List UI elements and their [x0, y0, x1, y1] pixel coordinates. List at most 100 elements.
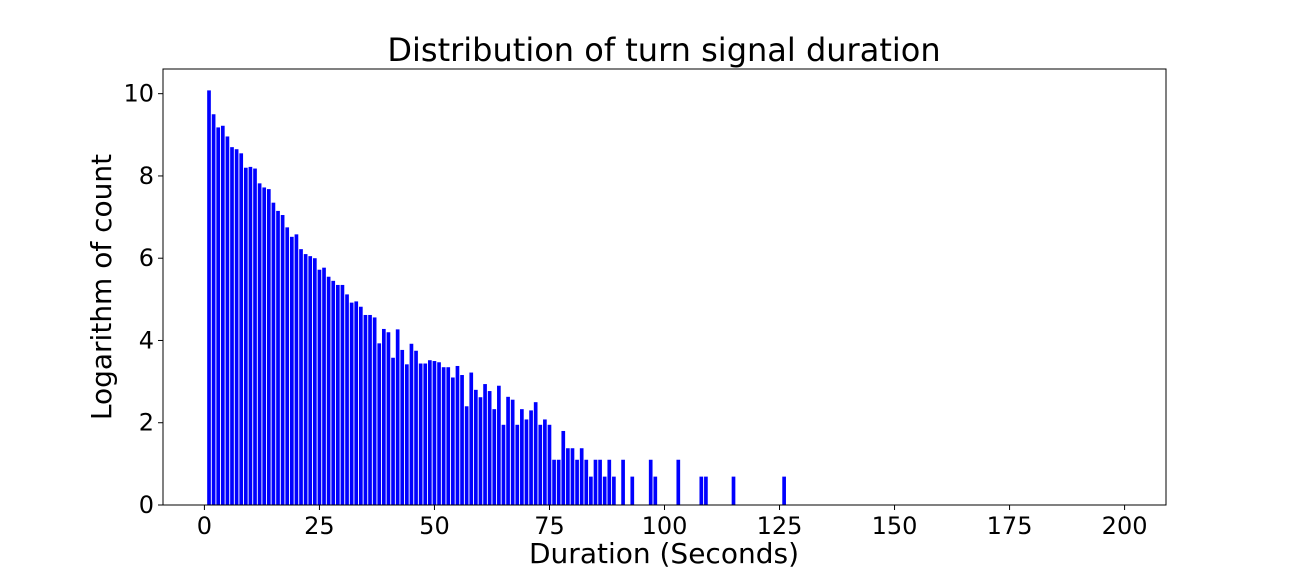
bar-43: [400, 349, 405, 505]
bar-69: [520, 409, 524, 505]
bar-62: [487, 391, 492, 505]
bar-32: [349, 302, 354, 505]
bar-103: [676, 459, 681, 505]
bar-60: [478, 397, 483, 505]
x-tick-label-25: 25: [304, 512, 335, 540]
bar-56: [460, 375, 464, 505]
x-axis: 0 25 50 75 100 125 150 175 200: [197, 505, 1148, 540]
x-tick-label-175: 175: [987, 512, 1033, 540]
x-tick-label-125: 125: [757, 512, 803, 540]
bar-39: [382, 328, 386, 505]
bar-26: [322, 267, 326, 505]
bar-66: [506, 396, 510, 505]
bar-6: [230, 147, 234, 505]
bar-21: [299, 249, 303, 505]
bar-63: [492, 409, 497, 505]
bar-47: [418, 363, 423, 505]
bar-30: [340, 284, 345, 505]
bar-44: [405, 364, 409, 505]
bar-52: [441, 367, 446, 505]
y-tick-label-8: 8: [139, 162, 154, 190]
bar-16: [276, 210, 280, 505]
bar-10: [248, 166, 253, 505]
bar-31: [345, 294, 349, 505]
bars-group: [207, 90, 786, 506]
bar-42: [395, 329, 400, 505]
bar-81: [575, 459, 579, 505]
y-tick-label-2: 2: [139, 409, 154, 437]
bar-15: [271, 202, 276, 505]
bar-13: [262, 187, 267, 505]
bar-24: [312, 258, 317, 505]
bar-7: [234, 149, 239, 505]
bar-9: [243, 167, 248, 505]
bar-25: [317, 269, 322, 505]
bar-93: [630, 476, 635, 505]
bar-71: [529, 410, 533, 505]
bar-27: [326, 276, 331, 505]
bar-4: [220, 125, 225, 505]
bar-72: [533, 402, 538, 505]
x-tick-label-200: 200: [1102, 512, 1148, 540]
bar-67: [510, 399, 515, 505]
bar-18: [285, 227, 290, 506]
bar-34: [359, 306, 363, 505]
bar-57: [464, 406, 469, 505]
bar-8: [239, 153, 244, 505]
bar-59: [474, 389, 478, 505]
bar-51: [437, 362, 441, 505]
bar-91: [621, 459, 625, 505]
bar-68: [515, 424, 520, 505]
bar-89: [612, 476, 616, 505]
bar-82: [579, 448, 584, 505]
bar-14: [266, 189, 271, 506]
y-axis: 0 2 4 6 8 10: [123, 80, 163, 519]
y-tick-label-10: 10: [123, 80, 154, 108]
bar-108: [699, 476, 704, 505]
bar-98: [653, 476, 658, 505]
bar-17: [280, 215, 285, 505]
bar-50: [432, 361, 437, 505]
chart-title: Distribution of turn signal duration: [387, 31, 940, 69]
bar-23: [308, 256, 313, 505]
bar-22: [303, 254, 308, 505]
bar-45: [409, 343, 414, 505]
bar-85: [593, 459, 598, 505]
bar-5: [225, 136, 230, 505]
bar-19: [289, 236, 294, 505]
bar-35: [363, 314, 368, 505]
bar-64: [497, 385, 501, 505]
bar-75: [547, 424, 552, 505]
bar-46: [414, 350, 418, 505]
bar-70: [524, 419, 529, 505]
bar-54: [451, 377, 455, 505]
bar-78: [561, 430, 566, 505]
bar-33: [354, 301, 359, 505]
bar-77: [556, 459, 561, 505]
bar-58: [469, 372, 474, 505]
x-tick-label-150: 150: [872, 512, 918, 540]
bar-55: [455, 365, 460, 505]
bar-83: [584, 459, 589, 505]
bar-37: [372, 317, 377, 505]
bar-126: [782, 476, 786, 505]
y-axis-label: Logarithm of count: [85, 154, 118, 420]
x-tick-label-0: 0: [197, 512, 212, 540]
bar-65: [501, 424, 506, 505]
bar-61: [483, 384, 487, 505]
y-tick-label-6: 6: [139, 244, 154, 272]
bar-12: [257, 183, 262, 505]
bar-53: [446, 367, 451, 505]
bar-3: [216, 127, 221, 505]
bar-88: [607, 459, 612, 505]
bar-38: [377, 343, 382, 505]
x-tick-label-100: 100: [642, 512, 688, 540]
y-tick-label-4: 4: [139, 326, 154, 354]
bar-76: [552, 459, 556, 505]
bar-41: [391, 357, 395, 505]
bar-36: [368, 314, 372, 505]
bar-20: [294, 234, 299, 505]
bar-73: [538, 424, 543, 505]
bar-86: [598, 459, 602, 505]
